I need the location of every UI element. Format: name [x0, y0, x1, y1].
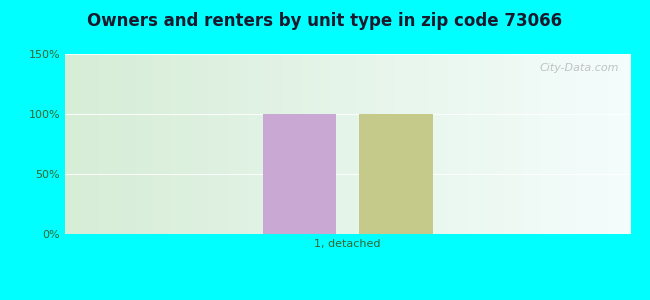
- Bar: [263, 114, 337, 234]
- Bar: [359, 114, 433, 234]
- Text: City-Data.com: City-Data.com: [540, 63, 619, 73]
- Text: Owners and renters by unit type in zip code 73066: Owners and renters by unit type in zip c…: [88, 12, 562, 30]
